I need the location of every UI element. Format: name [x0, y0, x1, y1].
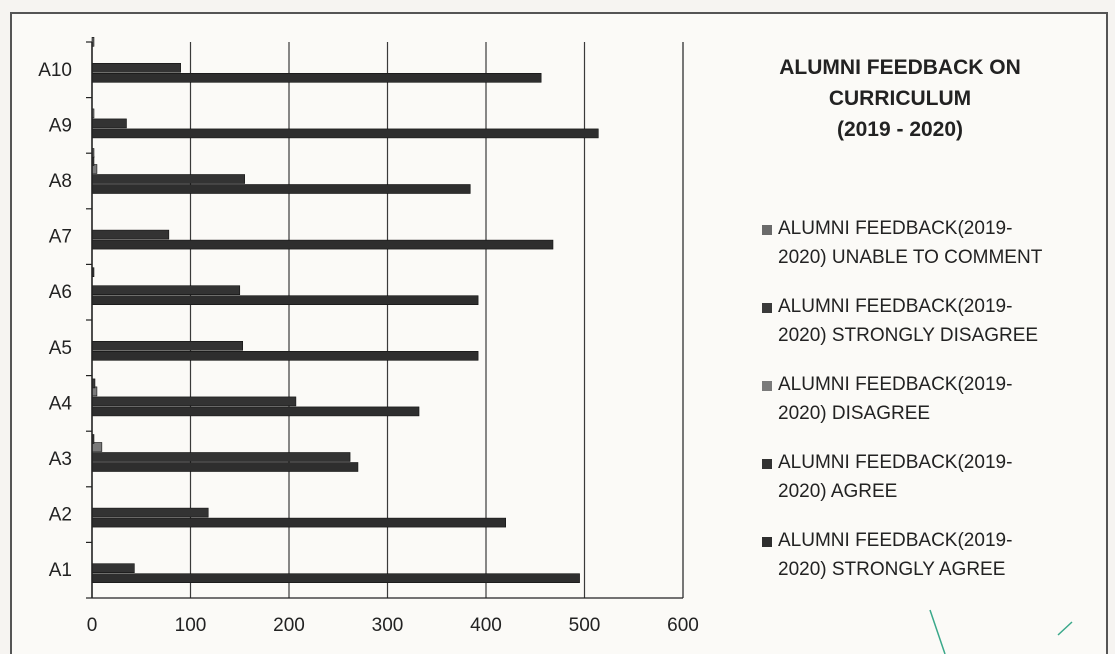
- legend-swatch-strongly-agree: [762, 537, 772, 547]
- chart-title-line-3: (2019 - 2020): [836, 118, 964, 141]
- chart-legend: ALUMNI FEEDBACK(2019- 2020) UNABLE TO CO…: [762, 214, 1102, 604]
- legend-item-agree: ALUMNI FEEDBACK(2019- 2020) AGREE: [762, 448, 1102, 526]
- y-category-label-A6: A6: [49, 282, 72, 303]
- legend-label-agree: ALUMNI FEEDBACK(2019- 2020) AGREE: [778, 448, 1096, 506]
- y-category-label-A3: A3: [49, 449, 72, 470]
- legend-swatch-disagree: [762, 381, 772, 391]
- legend-label-disagree: ALUMNI FEEDBACK(2019- 2020) DISAGREE: [778, 370, 1096, 428]
- y-category-label-A2: A2: [49, 505, 72, 526]
- legend-label-line-2: 2020) AGREE: [778, 481, 898, 502]
- x-tick-label-200: 200: [273, 615, 305, 636]
- chart-frame: [10, 12, 1108, 654]
- legend-swatch-strongly-disagree: [762, 303, 772, 313]
- x-tick-label-100: 100: [175, 615, 207, 636]
- y-category-label-A8: A8: [49, 171, 72, 192]
- legend-label-line-1: ALUMNI FEEDBACK(2019-: [778, 452, 1013, 473]
- y-category-label-A1: A1: [49, 560, 72, 581]
- legend-label-line-2: 2020) STRONGLY AGREE: [778, 559, 1006, 580]
- x-tick-label-400: 400: [470, 615, 502, 636]
- axis-layer: [86, 41, 683, 599]
- chart-title: ALUMNI FEEDBACK ON CURRICULUM (2019 - 20…: [742, 52, 1058, 145]
- legend-item-strongly-disagree: ALUMNI FEEDBACK(2019- 2020) STRONGLY DIS…: [762, 292, 1102, 370]
- y-category-label-A7: A7: [49, 227, 72, 248]
- x-tick-label-600: 600: [667, 615, 699, 636]
- tick-labels: 0 100 200 300 400 500 600: [87, 615, 699, 636]
- legend-label-line-1: ALUMNI FEEDBACK(2019-: [778, 218, 1013, 239]
- y-category-label-A10: A10: [38, 60, 72, 81]
- y-category-label-A4: A4: [49, 393, 73, 414]
- legend-label-strongly-agree: ALUMNI FEEDBACK(2019- 2020) STRONGLY AGR…: [778, 526, 1096, 584]
- legend-label-line-1: ALUMNI FEEDBACK(2019-: [778, 530, 1013, 551]
- legend-item-strongly-agree: ALUMNI FEEDBACK(2019- 2020) STRONGLY AGR…: [762, 526, 1102, 604]
- legend-label-line-1: ALUMNI FEEDBACK(2019-: [778, 296, 1013, 317]
- legend-item-disagree: ALUMNI FEEDBACK(2019- 2020) DISAGREE: [762, 370, 1102, 448]
- chart-title-line-1: ALUMNI FEEDBACK ON: [779, 56, 1021, 79]
- legend-label-line-2: 2020) STRONGLY DISAGREE: [778, 325, 1039, 346]
- legend-label-unable-to-comment: ALUMNI FEEDBACK(2019- 2020) UNABLE TO CO…: [778, 214, 1096, 272]
- legend-label-line-1: ALUMNI FEEDBACK(2019-: [778, 374, 1013, 395]
- chart-title-line-2: CURRICULUM: [828, 87, 972, 110]
- legend-item-unable-to-comment: ALUMNI FEEDBACK(2019- 2020) UNABLE TO CO…: [762, 214, 1102, 292]
- legend-label-line-2: 2020) DISAGREE: [778, 403, 931, 424]
- x-tick-label-0: 0: [87, 615, 98, 636]
- bars-layer: [91, 36, 599, 584]
- x-tick-label-500: 500: [569, 615, 601, 636]
- y-category-label-A5: A5: [49, 338, 72, 359]
- legend-swatch-unable-to-comment: [762, 225, 772, 235]
- category-labels: A1 A2 A3 A4 A5 A6 A7 A8 A9 A10: [38, 60, 72, 581]
- x-tick-label-300: 300: [372, 615, 404, 636]
- y-category-label-A9: A9: [49, 115, 72, 136]
- legend-swatch-agree: [762, 459, 772, 469]
- legend-label-strongly-disagree: ALUMNI FEEDBACK(2019- 2020) STRONGLY DIS…: [778, 292, 1096, 350]
- legend-label-line-2: 2020) UNABLE TO COMMENT: [778, 247, 1043, 268]
